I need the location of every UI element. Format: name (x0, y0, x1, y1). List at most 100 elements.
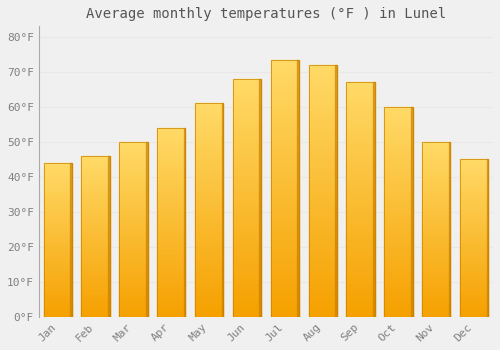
Bar (384, 252, 412, 254)
Bar (157, 218, 186, 220)
Bar (308, 272, 337, 274)
Bar (195, 202, 224, 204)
Bar (157, 302, 186, 303)
Bar (346, 237, 375, 239)
Bar (157, 194, 186, 196)
Bar (119, 219, 148, 220)
Bar (119, 168, 148, 170)
Bar (270, 137, 299, 139)
Bar (44, 294, 72, 295)
Bar (119, 271, 148, 273)
Bar (233, 288, 261, 290)
Bar (346, 277, 375, 279)
Bar (195, 315, 224, 317)
Bar (308, 105, 337, 108)
Bar (119, 247, 148, 248)
Bar (460, 306, 488, 307)
Bar (346, 307, 375, 310)
Bar (44, 223, 72, 224)
Bar (157, 247, 186, 249)
Bar (384, 214, 412, 216)
Bar (422, 145, 450, 147)
Bar (195, 161, 224, 163)
Bar (270, 181, 299, 183)
Bar (82, 199, 110, 201)
Bar (308, 90, 337, 92)
Bar (384, 176, 412, 178)
Bar (157, 245, 186, 247)
Bar (270, 168, 299, 170)
Bar (82, 156, 110, 317)
Bar (157, 303, 186, 306)
Bar (82, 249, 110, 251)
Bar (44, 247, 72, 249)
Bar (44, 277, 72, 278)
Bar (270, 145, 299, 147)
Bar (422, 273, 450, 275)
Bar (308, 72, 337, 75)
Bar (270, 198, 299, 201)
Bar (308, 171, 337, 173)
Bar (44, 201, 72, 203)
Bar (233, 226, 261, 229)
Bar (460, 240, 488, 241)
Bar (195, 195, 224, 197)
Bar (195, 229, 224, 231)
Bar (422, 275, 450, 276)
Bar (233, 100, 261, 103)
Bar (119, 142, 148, 317)
Bar (384, 128, 412, 130)
Bar (157, 241, 186, 243)
Bar (195, 144, 224, 146)
Bar (460, 193, 488, 194)
Bar (270, 78, 299, 80)
Bar (460, 229, 488, 230)
Bar (460, 196, 488, 197)
Bar (422, 234, 450, 236)
Bar (195, 159, 224, 161)
Bar (346, 242, 375, 244)
Bar (460, 285, 488, 287)
Bar (119, 228, 148, 229)
Bar (233, 248, 261, 250)
Bar (157, 171, 186, 173)
Bar (308, 110, 337, 113)
Bar (70, 163, 72, 317)
Bar (44, 306, 72, 308)
Bar (119, 154, 148, 156)
Bar (119, 217, 148, 219)
Bar (384, 218, 412, 220)
Bar (119, 264, 148, 266)
Bar (308, 113, 337, 115)
Bar (119, 156, 148, 158)
Bar (44, 290, 72, 292)
Bar (422, 182, 450, 184)
Bar (346, 136, 375, 139)
Bar (44, 288, 72, 289)
Bar (384, 113, 412, 115)
Bar (460, 241, 488, 243)
Bar (270, 245, 299, 247)
Bar (384, 155, 412, 157)
Bar (270, 196, 299, 198)
Bar (460, 271, 488, 273)
Bar (460, 257, 488, 259)
Bar (422, 170, 450, 172)
Bar (157, 207, 186, 209)
Bar (195, 191, 224, 193)
Bar (384, 121, 412, 124)
Bar (82, 283, 110, 285)
Bar (119, 241, 148, 243)
Bar (157, 188, 186, 190)
Bar (233, 167, 261, 169)
Bar (44, 283, 72, 285)
Bar (422, 301, 450, 303)
Bar (422, 247, 450, 248)
Bar (233, 217, 261, 219)
Bar (157, 232, 186, 234)
Bar (44, 228, 72, 229)
Bar (44, 261, 72, 263)
Bar (195, 107, 224, 110)
Bar (384, 199, 412, 201)
Bar (233, 138, 261, 141)
